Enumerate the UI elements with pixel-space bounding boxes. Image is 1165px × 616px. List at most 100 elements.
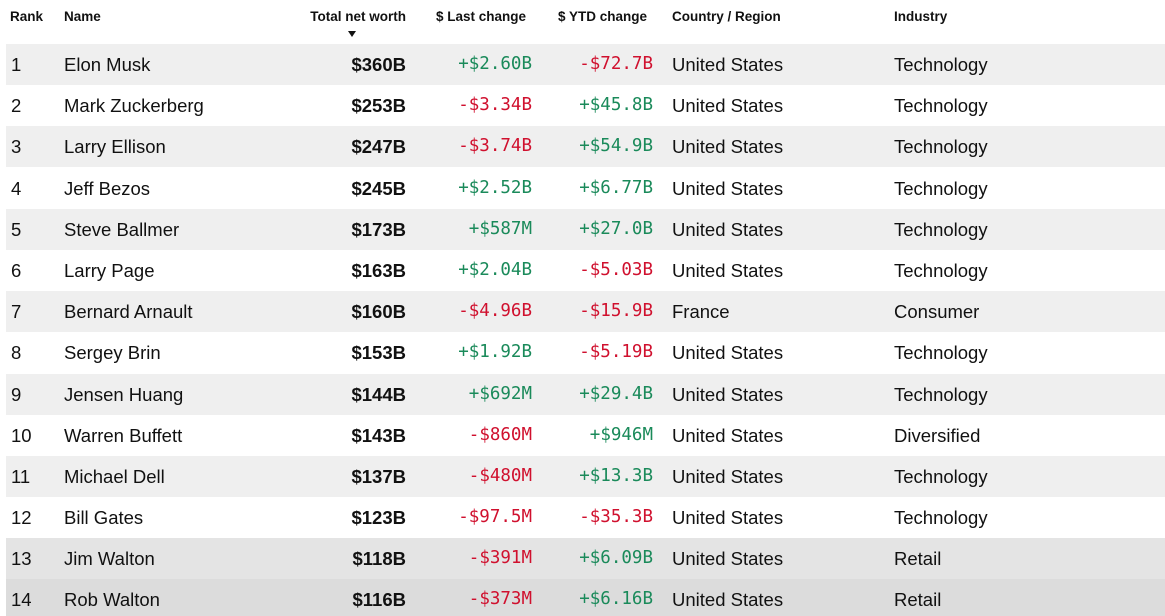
- country-cell: United States: [672, 177, 784, 199]
- last-change-cell: +$587M: [468, 218, 532, 239]
- country-cell: United States: [672, 218, 784, 240]
- industry-cell: Technology: [894, 465, 988, 487]
- table-row[interactable]: 13 Jim Walton $118B -$391M +$6.09B United Sta…: [6, 538, 1165, 580]
- industry-cell: Technology: [894, 218, 988, 240]
- column-header-industry[interactable]: Industry: [894, 9, 948, 24]
- name-cell[interactable]: Rob Walton: [64, 589, 160, 611]
- name-cell[interactable]: Larry Ellison: [64, 136, 166, 158]
- industry-cell: Retail: [894, 548, 942, 570]
- ytd-change-cell: -$72.7B: [579, 54, 653, 74]
- net-worth-cell: $247B: [351, 136, 406, 158]
- column-header-ytd-change[interactable]: $ YTD change: [557, 9, 647, 24]
- net-worth-cell: $253B: [351, 95, 406, 117]
- name-cell[interactable]: Warren Buffett: [64, 424, 183, 446]
- table-row[interactable]: 8 Sergey Brin $153B +$1.92B -$5.19B United St…: [6, 332, 1165, 374]
- table-row[interactable]: 7 Bernard Arnault $160B -$4.96B -$15.9B Franc…: [6, 291, 1165, 333]
- ytd-change-cell: +$29.4B: [579, 383, 653, 404]
- country-cell: France: [672, 301, 730, 323]
- last-change-cell: -$97.5M: [458, 507, 532, 528]
- ytd-change-cell: -$5.03B: [579, 259, 653, 280]
- ytd-change-cell: +$54.9B: [579, 136, 653, 157]
- last-change-cell: +$1.92B: [458, 342, 532, 363]
- industry-cell: Technology: [894, 259, 988, 281]
- industry-cell: Technology: [894, 342, 988, 364]
- name-cell[interactable]: Larry Page: [64, 259, 155, 281]
- table-row[interactable]: 11 Michael Dell $137B -$480M +$13.3B United S…: [6, 455, 1165, 497]
- table-row[interactable]: 9 Jensen Huang $144B +$692M +$29.4B United St…: [6, 373, 1165, 415]
- rank-cell: 6: [11, 259, 22, 281]
- net-worth-cell: $163B: [351, 259, 406, 281]
- industry-cell: Technology: [894, 54, 988, 75]
- country-cell: United States: [672, 589, 784, 611]
- column-header-rank[interactable]: Rank: [10, 9, 44, 24]
- sort-descending-icon[interactable]: [348, 31, 356, 37]
- rank-cell: 12: [11, 507, 32, 529]
- table-row[interactable]: 6 Larry Page $163B +$2.04B -$5.03B United Sta…: [6, 249, 1165, 291]
- industry-cell: Technology: [894, 95, 988, 117]
- net-worth-cell: $143B: [351, 424, 406, 446]
- name-cell[interactable]: Jeff Bezos: [64, 177, 151, 199]
- country-cell: United States: [672, 136, 784, 158]
- column-header-total-net-worth[interactable]: Total net worth: [310, 9, 406, 24]
- country-cell: United States: [672, 507, 784, 529]
- last-change-cell: -$373M: [468, 589, 532, 610]
- table-row[interactable]: 14 Rob Walton $116B -$373M +$6.16B United Sta…: [6, 579, 1165, 616]
- last-change-cell: +$2.60B: [458, 54, 532, 74]
- table-row[interactable]: 1 Elon Musk $360B +$2.60B -$72.7B United Stat…: [6, 44, 1165, 85]
- last-change-cell: -$391M: [468, 548, 532, 569]
- name-cell[interactable]: Bill Gates: [64, 507, 144, 529]
- table-row[interactable]: 3 Larry Ellison $247B -$3.74B +$54.9B United …: [6, 126, 1165, 168]
- ytd-change-cell: +$6.16B: [579, 589, 653, 610]
- last-change-cell: -$3.34B: [458, 95, 532, 116]
- column-header-country-region[interactable]: Country / Region: [672, 9, 781, 24]
- ytd-change-cell: -$15.9B: [579, 301, 653, 322]
- rank-cell: 10: [11, 424, 32, 446]
- country-cell: United States: [672, 383, 784, 405]
- country-cell: United States: [672, 95, 784, 117]
- net-worth-cell: $173B: [351, 218, 406, 240]
- name-cell[interactable]: Steve Ballmer: [64, 218, 180, 240]
- table-row[interactable]: 12 Bill Gates $123B -$97.5M -$35.3B United St…: [6, 497, 1165, 539]
- country-cell: United States: [672, 465, 784, 487]
- name-cell[interactable]: Elon Musk: [64, 54, 151, 75]
- name-cell[interactable]: Jensen Huang: [64, 383, 184, 405]
- ytd-change-cell: +$27.0B: [579, 218, 653, 239]
- rank-cell: 9: [11, 383, 22, 405]
- net-worth-cell: $137B: [351, 465, 406, 487]
- industry-cell: Retail: [894, 589, 942, 611]
- rank-cell: 2: [11, 95, 22, 117]
- table-header: Rank Name Total net worth $ Last change …: [0, 0, 1165, 44]
- ytd-change-cell: +$6.09B: [579, 548, 653, 569]
- name-cell[interactable]: Bernard Arnault: [64, 301, 193, 323]
- last-change-cell: -$860M: [468, 424, 532, 445]
- country-cell: United States: [672, 259, 784, 281]
- name-cell[interactable]: Michael Dell: [64, 465, 165, 487]
- column-header-name[interactable]: Name: [64, 9, 101, 24]
- rank-cell: 14: [11, 589, 32, 611]
- last-change-cell: -$4.96B: [458, 301, 532, 322]
- net-worth-cell: $118B: [352, 548, 407, 570]
- name-cell[interactable]: Jim Walton: [64, 548, 155, 570]
- rank-cell: 7: [11, 301, 22, 323]
- industry-cell: Diversified: [894, 424, 981, 446]
- last-change-cell: -$480M: [468, 465, 532, 486]
- net-worth-cell: $153B: [351, 342, 406, 364]
- table-row[interactable]: 10 Warren Buffett $143B -$860M +$946M United …: [6, 414, 1165, 456]
- rank-cell: 3: [11, 136, 22, 158]
- country-cell: United States: [672, 548, 784, 570]
- name-cell[interactable]: Sergey Brin: [64, 342, 161, 364]
- ytd-change-cell: +$13.3B: [579, 465, 653, 486]
- table-row[interactable]: 5 Steve Ballmer $173B +$587M +$27.0B United S…: [6, 208, 1165, 250]
- table-row[interactable]: 2 Mark Zuckerberg $253B -$3.34B +$45.8B Unite…: [6, 85, 1165, 127]
- column-header-last-change[interactable]: $ Last change: [435, 9, 526, 24]
- rank-cell: 13: [11, 548, 32, 570]
- industry-cell: Technology: [894, 383, 988, 405]
- table-row[interactable]: 4 Jeff Bezos $245B +$2.52B +$6.77B United Sta…: [6, 167, 1165, 209]
- rank-cell: 5: [11, 218, 22, 240]
- last-change-cell: +$2.04B: [458, 259, 532, 280]
- name-cell[interactable]: Mark Zuckerberg: [64, 95, 204, 117]
- rank-cell: 1: [11, 54, 22, 75]
- net-worth-cell: $116B: [352, 589, 407, 611]
- industry-cell: Technology: [894, 136, 988, 158]
